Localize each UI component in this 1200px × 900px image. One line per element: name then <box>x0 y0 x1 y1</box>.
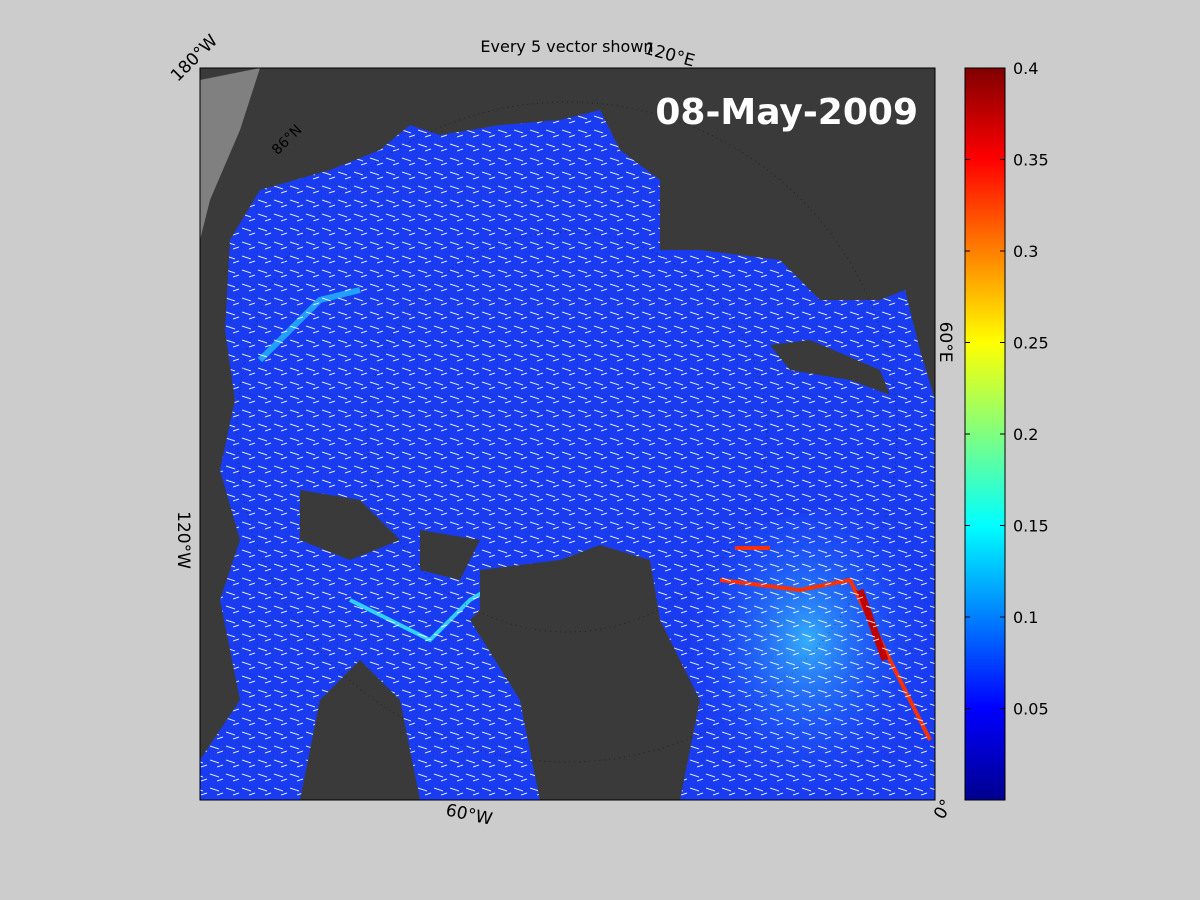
date-label: 08-May-2009 <box>655 92 918 133</box>
map-label: 120°W <box>173 511 193 569</box>
map-label: 60°W <box>444 800 494 829</box>
colorbar-tick-label: 0.4 <box>1013 59 1038 78</box>
colorbar-tick-label: 0.25 <box>1013 334 1049 353</box>
colorbar <box>964 67 1006 801</box>
colorbar-tick-label: 0.35 <box>1013 151 1049 170</box>
map-label: 60°E <box>935 322 955 363</box>
map-title: Every 5 vector shown <box>480 37 653 56</box>
colorbar-tick-label: 0.2 <box>1013 425 1038 444</box>
colorbar-ticks: 0.05 0.1 0.15 0.2 0.25 0.3 0.35 0.4 <box>965 59 1049 719</box>
colorbar-tick-label: 0.15 <box>1013 517 1049 536</box>
map: 08-May-2009 <box>200 68 935 800</box>
colorbar-tick-label: 0.05 <box>1013 700 1049 719</box>
map-frame <box>199 67 936 801</box>
colorbar-tick-label: 0.3 <box>1013 242 1038 261</box>
map-label: 120°E <box>642 39 697 72</box>
colorbar-tick-label: 0.1 <box>1013 608 1038 627</box>
